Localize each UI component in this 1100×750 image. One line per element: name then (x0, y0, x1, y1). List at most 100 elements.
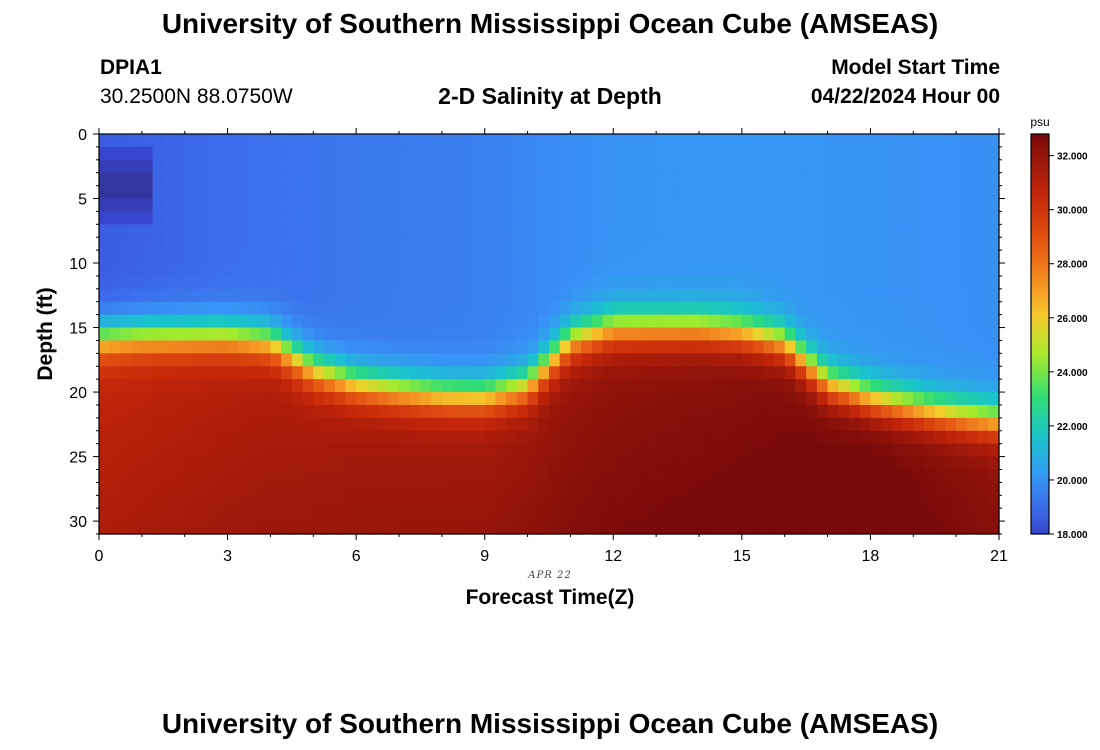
heatmap-cell (891, 495, 904, 509)
heatmap-cell (559, 521, 572, 535)
heatmap-cell (624, 430, 636, 445)
heatmap-cell (795, 495, 807, 509)
heatmap-cell (795, 508, 807, 522)
heatmap-cell (945, 353, 957, 367)
heatmap-cell (366, 172, 379, 187)
heatmap-cell (795, 340, 807, 354)
heatmap-cell (206, 146, 218, 161)
heatmap-cell (816, 366, 829, 380)
heatmap-cell (281, 211, 293, 225)
heatmap-cell (120, 288, 132, 303)
heatmap-cell (141, 521, 154, 535)
heatmap-cell (591, 301, 604, 316)
heatmap-cell (120, 495, 132, 509)
heatmap-cell (388, 159, 400, 174)
heatmap-cell (249, 430, 261, 445)
heatmap-cell (859, 159, 872, 174)
heatmap-cell (538, 404, 550, 419)
heatmap-cell (409, 198, 422, 213)
heatmap-cell (399, 314, 411, 329)
heatmap-cell (816, 469, 829, 483)
heatmap-cell (559, 224, 572, 238)
heatmap-cell (934, 366, 947, 380)
heatmap-cell (741, 159, 754, 174)
heatmap-cell (763, 224, 775, 238)
heatmap-cell (324, 275, 336, 290)
heatmap-cell (677, 366, 689, 380)
heatmap-cell (163, 404, 175, 419)
heatmap-cell (795, 224, 807, 238)
heatmap-cell (859, 340, 872, 354)
heatmap-cell (645, 211, 657, 225)
heatmap-cell (816, 379, 829, 393)
heatmap-cell (227, 392, 239, 406)
heatmap-cell (720, 379, 732, 393)
heatmap-cell (677, 482, 689, 496)
heatmap-cell (441, 353, 454, 367)
heatmap-cell (602, 185, 614, 200)
heatmap-cell (388, 482, 400, 496)
heatmap-cell (388, 495, 400, 509)
heatmap-cell (806, 250, 818, 264)
heatmap-cell (313, 172, 325, 187)
heatmap-cell (634, 198, 647, 213)
heatmap-cell (581, 224, 593, 238)
heatmap-cell (324, 495, 336, 509)
heatmap-cell (163, 250, 175, 264)
heatmap-cell (806, 340, 818, 354)
heatmap-cell (141, 237, 154, 251)
heatmap-cell (752, 340, 764, 354)
heatmap-cell (891, 340, 904, 354)
heatmap-cell (409, 301, 422, 316)
heatmap-cell (281, 392, 293, 406)
heatmap-cell (891, 456, 904, 471)
heatmap-cell (216, 159, 229, 174)
heatmap-cell (302, 172, 314, 187)
heatmap-cell (216, 172, 229, 187)
heatmap-cell (709, 521, 722, 535)
heatmap-cell (656, 146, 668, 161)
heatmap-cell (634, 469, 647, 483)
heatmap-cell (699, 430, 711, 445)
heatmap-cell (870, 417, 882, 432)
heatmap-cell (741, 495, 754, 509)
heatmap-cell (688, 404, 700, 419)
heatmap-cell (334, 521, 347, 535)
heatmap-cell (99, 392, 111, 406)
heatmap-cell (816, 211, 829, 225)
heatmap-cell (431, 134, 443, 148)
heatmap-cell (216, 224, 229, 238)
heatmap-cell (613, 366, 625, 380)
heatmap-cell (891, 288, 904, 303)
heatmap-cell (334, 392, 347, 406)
heatmap-cell (506, 404, 518, 419)
heatmap-cell (763, 521, 775, 535)
heatmap-cell (870, 353, 882, 367)
heatmap-cell (313, 469, 325, 483)
heatmap-cell (109, 443, 122, 458)
heatmap-cell (816, 224, 829, 238)
heatmap-cell (527, 404, 539, 419)
heatmap-cell (120, 482, 132, 496)
heatmap-cell (827, 443, 839, 458)
heatmap-cell (163, 237, 175, 251)
heatmap-cell (806, 134, 818, 148)
heatmap-cell (281, 224, 293, 238)
heatmap-cell (913, 366, 925, 380)
heatmap-cell (174, 327, 186, 342)
heatmap-cell (934, 275, 947, 290)
colorbar-unit: psu (1030, 115, 1049, 129)
heatmap-cell (334, 353, 347, 367)
heatmap-cell (677, 417, 689, 432)
heatmap-cell (163, 314, 175, 329)
heatmap-cell (291, 146, 304, 161)
heatmap-cell (988, 379, 1000, 393)
heatmap-cell (463, 263, 475, 277)
heatmap-cell (881, 146, 893, 161)
heatmap-cell (913, 327, 925, 342)
heatmap-cell (656, 185, 668, 200)
heatmap-cell (988, 404, 1000, 419)
heatmap-cell (902, 134, 914, 148)
heatmap-cell (152, 327, 164, 342)
heatmap-cell (141, 146, 154, 161)
